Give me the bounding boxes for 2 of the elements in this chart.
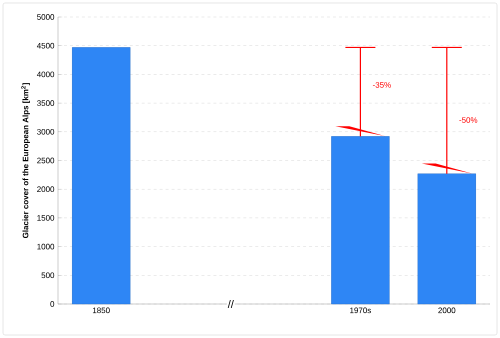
bar xyxy=(72,47,130,304)
annotation: // xyxy=(228,300,234,308)
